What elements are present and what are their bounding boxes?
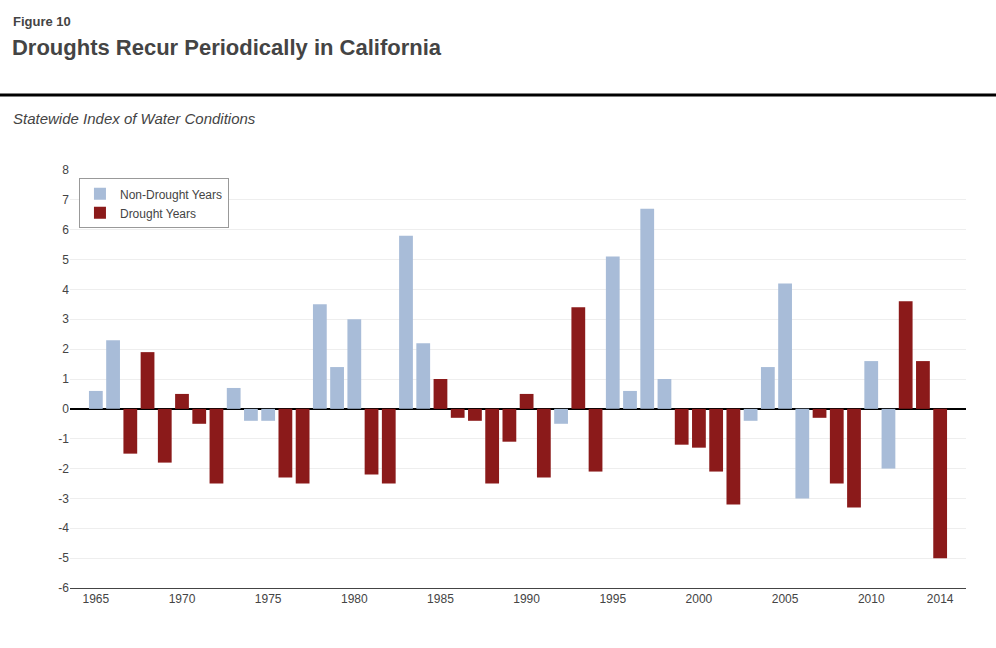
svg-text:2000: 2000: [686, 592, 713, 606]
svg-text:5: 5: [62, 253, 69, 267]
svg-text:1: 1: [62, 372, 69, 386]
svg-text:8: 8: [62, 163, 69, 177]
svg-text:-5: -5: [58, 551, 69, 565]
svg-text:1995: 1995: [599, 592, 626, 606]
svg-text:Droughts Recur Periodically in: Droughts Recur Periodically in Californi…: [12, 35, 442, 60]
svg-text:4: 4: [62, 283, 69, 297]
svg-text:1990: 1990: [513, 592, 540, 606]
svg-text:1965: 1965: [82, 592, 109, 606]
svg-text:Drought Years: Drought Years: [120, 207, 196, 221]
svg-text:Figure 10: Figure 10: [13, 14, 71, 29]
svg-text:Statewide Index of Water Condi: Statewide Index of Water Conditions: [13, 110, 256, 127]
svg-text:6: 6: [62, 223, 69, 237]
svg-text:1985: 1985: [427, 592, 454, 606]
svg-text:Non-Drought Years: Non-Drought Years: [120, 188, 222, 202]
svg-text:-3: -3: [58, 492, 69, 506]
svg-text:-6: -6: [58, 581, 69, 595]
svg-text:2014: 2014: [927, 592, 954, 606]
svg-text:2005: 2005: [772, 592, 799, 606]
svg-text:-2: -2: [58, 462, 69, 476]
svg-text:3: 3: [62, 312, 69, 326]
svg-text:1970: 1970: [169, 592, 196, 606]
svg-text:-1: -1: [58, 432, 69, 446]
svg-text:1980: 1980: [341, 592, 368, 606]
svg-text:2010: 2010: [858, 592, 885, 606]
svg-text:-4: -4: [58, 521, 69, 535]
svg-text:0: 0: [62, 402, 69, 416]
svg-text:1975: 1975: [255, 592, 282, 606]
svg-text:2: 2: [62, 342, 69, 356]
svg-text:7: 7: [62, 193, 69, 207]
